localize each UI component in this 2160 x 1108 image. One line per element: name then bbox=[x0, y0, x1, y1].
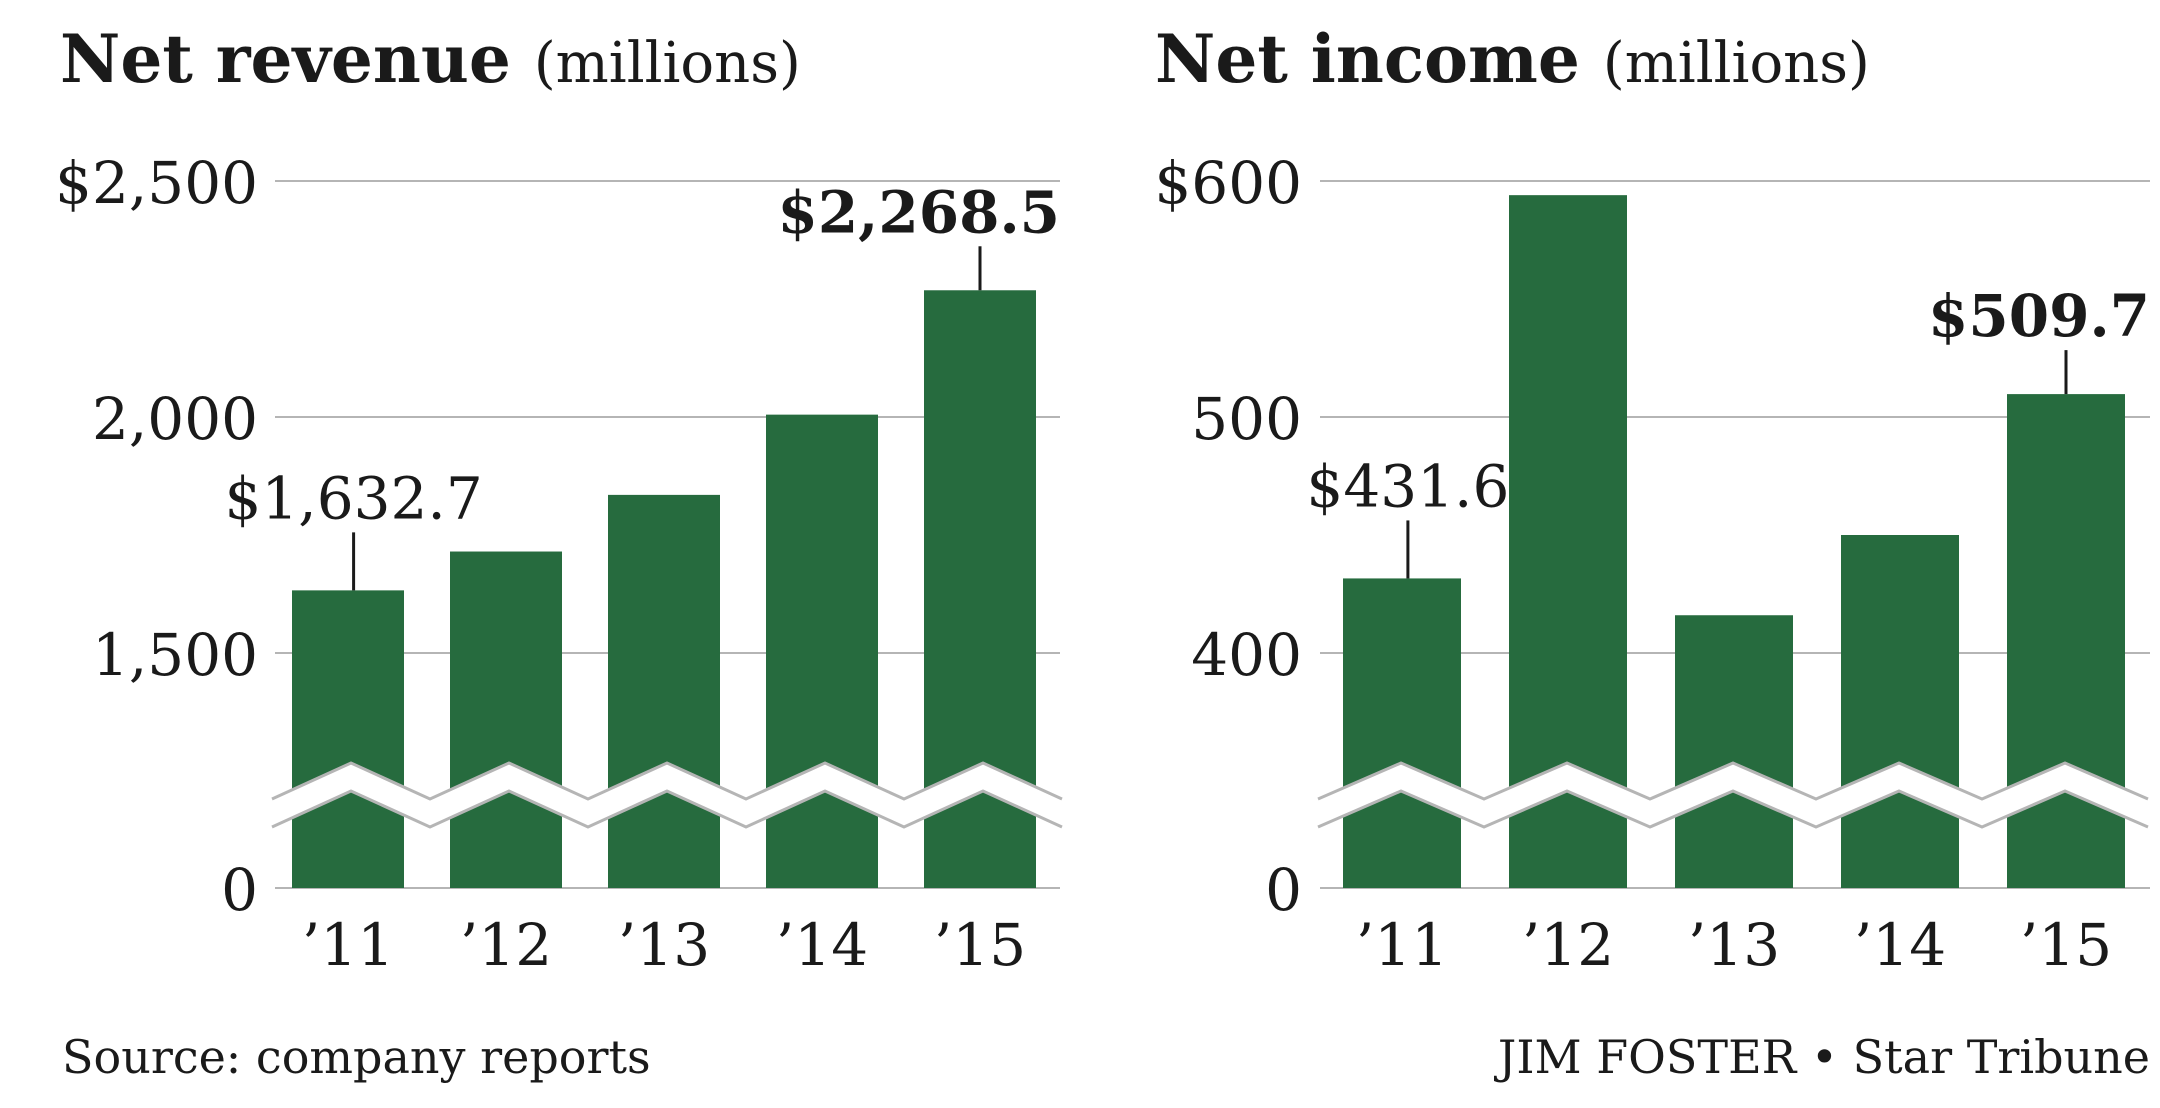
x-tick-label: ’14 bbox=[1854, 911, 1946, 979]
source-note: Source: company reports bbox=[62, 1030, 651, 1084]
data-label: $509.7 bbox=[1928, 282, 2150, 350]
axis-break-line bbox=[1317, 761, 2149, 801]
axis-break-band bbox=[1318, 763, 2148, 827]
chart-title: Net revenue (millions) bbox=[60, 20, 801, 98]
data-label: $1,632.7 bbox=[224, 464, 482, 532]
axis-break-line bbox=[271, 789, 1063, 829]
byline-credit: JIM FOSTER • Star Tribune bbox=[1497, 1030, 2150, 1084]
bar-5 bbox=[2007, 394, 2125, 888]
y-tick-label: 0 bbox=[221, 856, 258, 924]
y-tick-label: $2,500 bbox=[55, 149, 258, 217]
chart-panel-1: Net revenue (millions) 0 1,500 2,000 $2,500 ’… bbox=[55, 20, 1063, 979]
axis-break-line bbox=[271, 761, 1063, 801]
chart-title-main: Net revenue bbox=[60, 20, 534, 98]
y-tick-label: 500 bbox=[1191, 385, 1302, 453]
data-label: $2,268.5 bbox=[777, 178, 1060, 246]
x-tick-label: ’13 bbox=[1688, 911, 1780, 979]
y-tick-label: 0 bbox=[1265, 856, 1302, 924]
axis-break-band bbox=[272, 763, 1062, 827]
chart-title-main: Net income bbox=[1155, 20, 1603, 98]
y-tick-label: 1,500 bbox=[92, 621, 258, 689]
x-tick-label: ’11 bbox=[1356, 911, 1448, 979]
x-tick-label: ’15 bbox=[2020, 911, 2112, 979]
axis-break-line bbox=[1317, 789, 2149, 829]
chart-title-unit: (millions) bbox=[1603, 31, 1870, 96]
y-tick-label: 2,000 bbox=[92, 385, 258, 453]
y-tick-label: 400 bbox=[1191, 621, 1302, 689]
bar-1 bbox=[292, 590, 404, 888]
bar-1 bbox=[1343, 578, 1461, 888]
bar-4 bbox=[766, 414, 878, 888]
x-tick-label: ’15 bbox=[934, 911, 1026, 979]
x-tick-label: ’12 bbox=[460, 911, 552, 979]
x-tick-label: ’13 bbox=[618, 911, 710, 979]
chart-panel-2: Net income (millions) 0 400 500 $600 ’11 ’12 ’1… bbox=[1154, 20, 2150, 979]
y-tick-label: $600 bbox=[1154, 149, 1302, 217]
x-tick-label: ’12 bbox=[1522, 911, 1614, 979]
bar-2 bbox=[450, 551, 562, 888]
x-tick-label: ’11 bbox=[302, 911, 394, 979]
bar-3 bbox=[608, 494, 720, 888]
data-label: $431.6 bbox=[1306, 452, 1509, 520]
x-tick-label: ’14 bbox=[776, 911, 868, 979]
chart-title: Net income (millions) bbox=[1155, 20, 1870, 98]
chart-title-unit: (millions) bbox=[534, 31, 801, 96]
bar-3 bbox=[1675, 615, 1793, 888]
bar-4 bbox=[1841, 535, 1959, 888]
